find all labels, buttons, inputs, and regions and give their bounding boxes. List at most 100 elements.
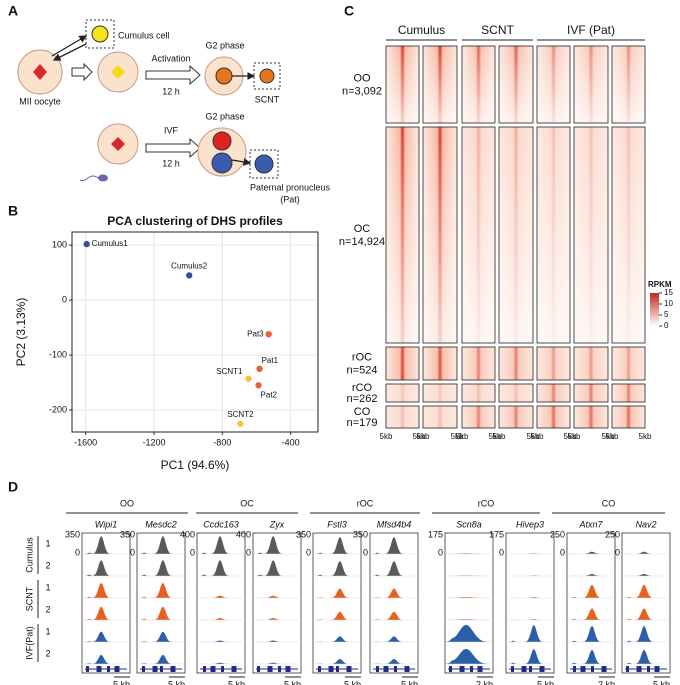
- track-signal: [197, 618, 245, 620]
- track-signal: [506, 625, 554, 642]
- exon: [278, 666, 281, 672]
- track-signal: [137, 560, 185, 576]
- track-signal: [313, 537, 361, 554]
- heatmap-border: [422, 405, 458, 429]
- heatmap-border: [611, 346, 646, 381]
- exon: [328, 666, 334, 672]
- heatmap-signal: [499, 384, 533, 402]
- track-signal: [506, 649, 554, 664]
- row-label: OO: [353, 72, 371, 84]
- exon: [210, 666, 216, 672]
- point: [83, 240, 90, 248]
- bin-label: 5kb: [413, 432, 426, 441]
- track-signal: [137, 631, 185, 642]
- track-signal: [370, 611, 418, 620]
- heatmap-border: [536, 126, 571, 344]
- spindle: [111, 137, 125, 151]
- track-frame: [369, 532, 419, 674]
- label: IVF: [164, 125, 179, 135]
- heatmap-border: [385, 45, 420, 124]
- arrow: [231, 158, 252, 166]
- plot-border: [71, 231, 319, 433]
- colorbar: [650, 293, 659, 326]
- track-frame: [81, 532, 131, 674]
- scale-min: 0: [363, 547, 368, 557]
- condition-label: SCNT: [24, 586, 34, 611]
- exon: [318, 666, 321, 672]
- label: G2 phase: [205, 40, 244, 50]
- exon: [394, 666, 397, 672]
- bin-label: 5kb: [568, 432, 581, 441]
- scale-min: 0: [130, 547, 135, 557]
- colorbar-tick-label: 5: [664, 310, 669, 319]
- heatmap-border: [461, 346, 496, 381]
- heatmap-border: [536, 45, 571, 124]
- point-label: SCNT2: [227, 410, 254, 419]
- condition-label: IVF(Pat): [24, 626, 34, 660]
- scale-max: 250: [550, 529, 565, 539]
- label: 12 h: [162, 158, 180, 168]
- exon: [601, 666, 607, 672]
- heatmap-border: [461, 45, 496, 124]
- plot-area: [72, 232, 318, 432]
- heatmap-border: [611, 405, 646, 429]
- heatmap-signal: [537, 347, 570, 380]
- scale-label: 5 kb: [168, 679, 185, 685]
- row-label: rCO: [352, 382, 373, 394]
- maternal-pronucleus: [212, 131, 232, 151]
- track-frame: [621, 532, 671, 674]
- heatmap-signal: [574, 347, 608, 380]
- heatmap-border: [422, 45, 458, 124]
- arrow: [51, 35, 88, 57]
- row-label: OC: [354, 223, 371, 235]
- heatmap-signal: [462, 347, 495, 380]
- group-label: rCO: [478, 498, 495, 508]
- track-signal: [370, 659, 418, 664]
- panel-label: A: [8, 3, 18, 19]
- heatmap-border: [573, 346, 609, 381]
- group-label: IVF (Pat): [567, 23, 615, 37]
- point: [245, 375, 252, 382]
- spindle: [33, 64, 47, 80]
- bin-label: 5kb: [606, 432, 619, 441]
- group-label: SCNT: [481, 23, 514, 37]
- exon: [449, 666, 452, 672]
- exon: [626, 666, 629, 672]
- dashed-box: [249, 149, 279, 179]
- scale-min: 0: [190, 547, 195, 557]
- x-tick-label: -400: [282, 437, 300, 447]
- track-signal: [82, 560, 130, 576]
- track-signal: [622, 574, 670, 576]
- heatmap-fade: [423, 46, 457, 123]
- exon: [96, 666, 102, 672]
- heatmap-fade: [537, 127, 570, 343]
- bin-label: 5kb: [639, 432, 652, 441]
- gene-name: Wipi1: [95, 519, 117, 529]
- scale-max: 350: [353, 529, 368, 539]
- scale-min: 0: [306, 547, 311, 557]
- rep-label: 2: [45, 560, 50, 570]
- heatmap-signal: [423, 347, 457, 380]
- heatmap-border: [573, 45, 609, 124]
- point: [185, 272, 193, 279]
- track-signal: [622, 626, 670, 642]
- gene-name: Fstl3: [327, 519, 347, 529]
- track-signal: [197, 536, 245, 554]
- label: Paternal pronucleus: [250, 182, 331, 192]
- bin-label: 5kb: [451, 432, 464, 441]
- row-count: n=3,092: [342, 85, 382, 97]
- track-signal: [622, 584, 670, 598]
- scale-min: 0: [438, 547, 443, 557]
- heatmap-border: [385, 383, 420, 403]
- heatmap-fade: [499, 127, 533, 343]
- heatmap-border: [385, 346, 420, 381]
- gene-name: Hivep3: [516, 519, 544, 529]
- heatmap-signal: [386, 384, 419, 402]
- rep-label: 1: [45, 538, 50, 548]
- x-tick-label: -1200: [142, 437, 165, 447]
- scale-label: 2 kb: [476, 679, 493, 685]
- track-signal: [137, 606, 185, 620]
- heatmap-border: [536, 405, 571, 429]
